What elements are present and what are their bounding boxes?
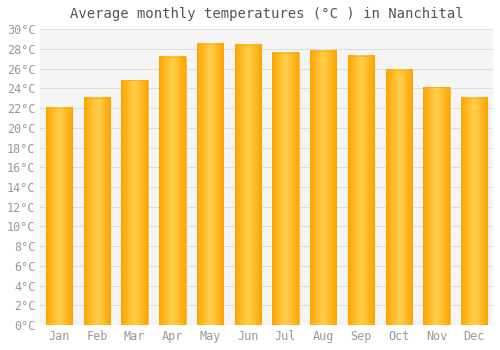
Bar — [424, 87, 450, 325]
Bar — [234, 45, 261, 325]
Bar — [348, 56, 374, 325]
Bar — [310, 51, 336, 325]
Bar — [386, 70, 412, 325]
Bar — [461, 98, 487, 325]
Bar — [272, 53, 299, 325]
Bar — [84, 98, 110, 325]
Bar — [197, 44, 224, 325]
Bar — [159, 57, 186, 325]
Title: Average monthly temperatures (°C ) in Nanchital: Average monthly temperatures (°C ) in Na… — [70, 7, 464, 21]
Bar — [46, 108, 72, 325]
Bar — [122, 80, 148, 325]
